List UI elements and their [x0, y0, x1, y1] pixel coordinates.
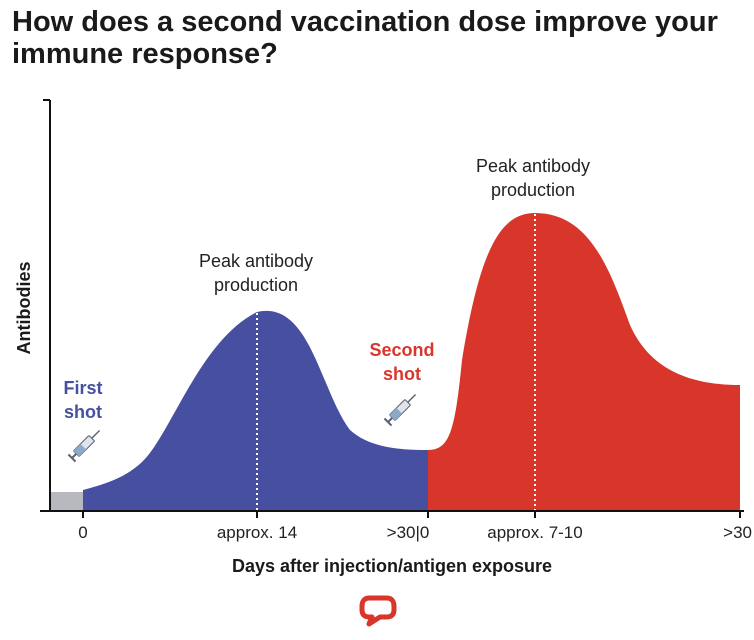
- x-tick-label: >30: [723, 523, 752, 542]
- second-shot-area: [428, 213, 740, 510]
- first-peak-annotation-line2: production: [214, 275, 298, 295]
- x-tick-label: approx. 14: [217, 523, 297, 542]
- first-peak-annotation-line1: Peak antibody: [199, 251, 313, 271]
- first-shot-area: [83, 310, 428, 510]
- first-shot-label-line2: shot: [64, 402, 102, 422]
- x-tick-label: >30|0: [387, 523, 430, 542]
- second-peak-annotation-line2: production: [491, 180, 575, 200]
- syringe-icon: [383, 393, 417, 427]
- syringe-icon: [67, 429, 101, 463]
- x-tick-label: approx. 7-10: [487, 523, 582, 542]
- first-shot-label-line1: First: [63, 378, 102, 398]
- y-axis-title: Antibodies: [14, 262, 34, 355]
- pre-injection-baseline: [50, 492, 83, 510]
- x-axis-title: Days after injection/antigen exposure: [232, 556, 552, 576]
- speech-bubble-logo: [359, 595, 397, 627]
- second-peak-annotation-line1: Peak antibody: [476, 156, 590, 176]
- x-tick-label: 0: [78, 523, 87, 542]
- second-shot-label-line2: shot: [383, 364, 421, 384]
- second-shot-label-line1: Second: [369, 340, 434, 360]
- chart-title: How does a second vaccination dose impro…: [12, 6, 718, 70]
